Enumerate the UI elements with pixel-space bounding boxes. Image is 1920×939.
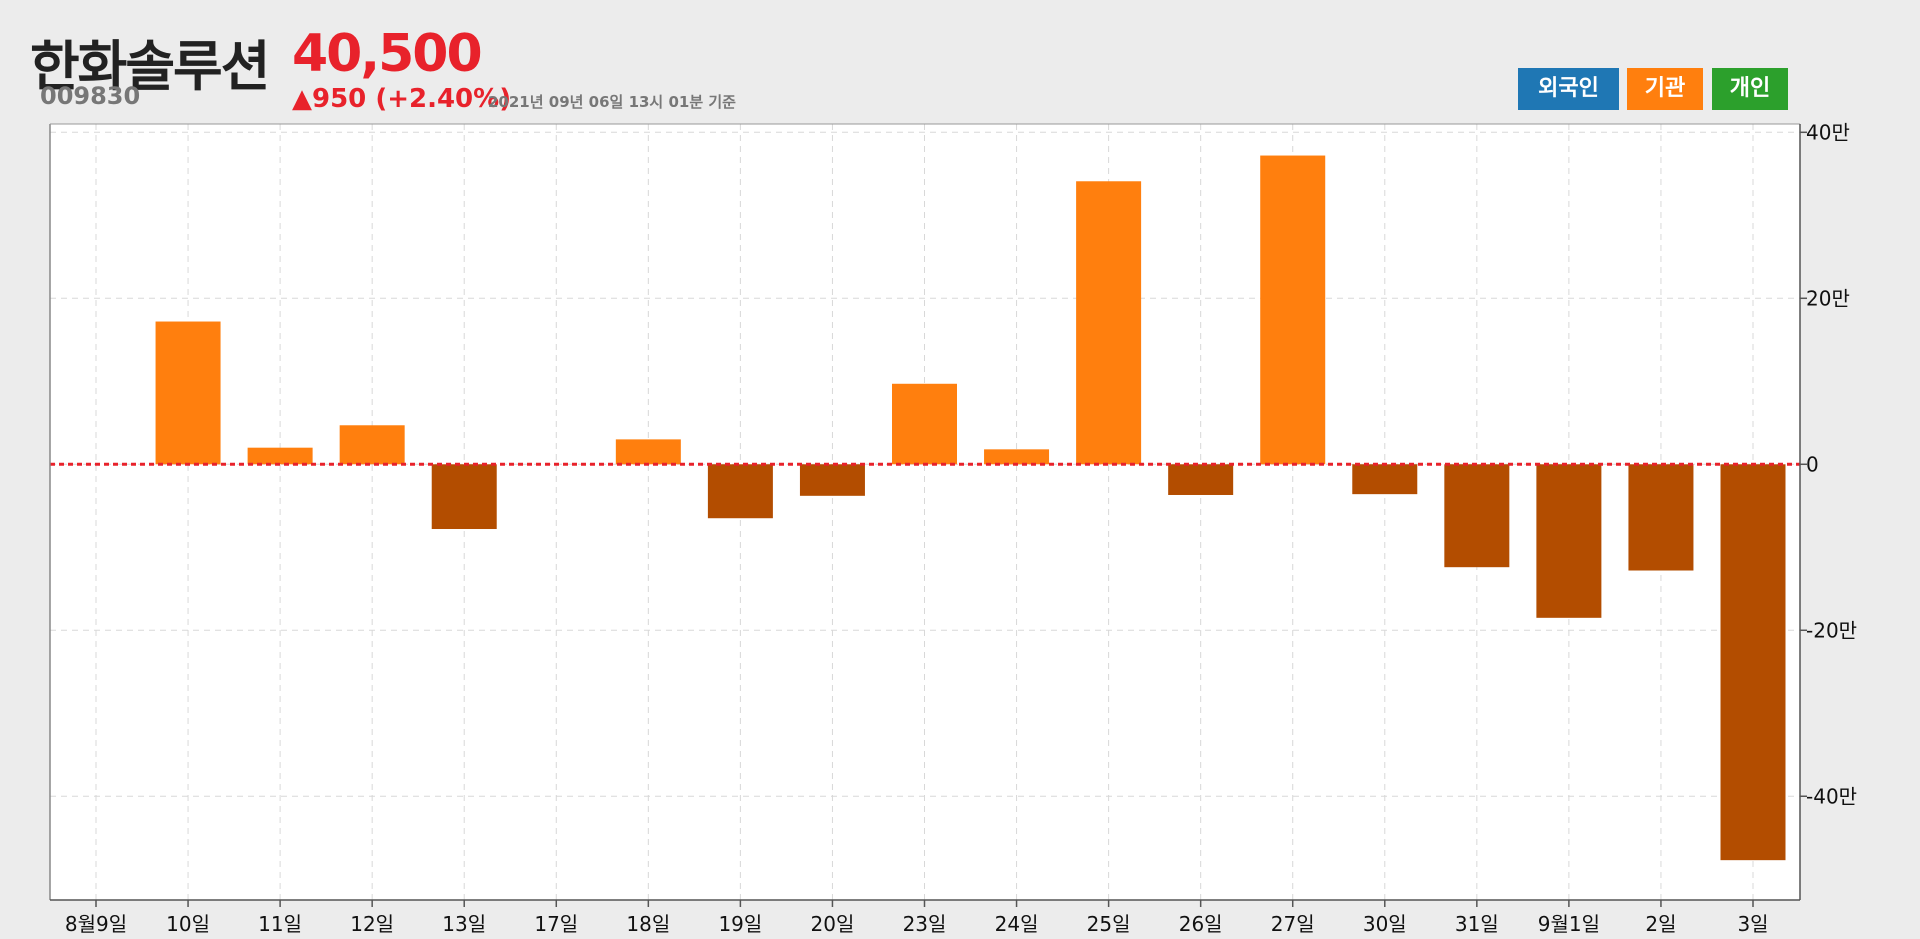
bar <box>1444 464 1510 568</box>
bar <box>1260 155 1326 465</box>
bar <box>431 464 497 530</box>
x-tick-label: 12일 <box>350 912 394 936</box>
as-of-timestamp: 2021년 09년 06일 13시 01분 기준 <box>488 93 736 111</box>
bar <box>247 447 313 465</box>
stock-name: 한화솔루션 <box>30 35 270 98</box>
x-tick-label: 8월9일 <box>65 912 127 936</box>
bar <box>799 464 865 496</box>
x-tick-label: 10일 <box>166 912 210 936</box>
legend-individual-button[interactable]: 개인 <box>1712 68 1788 110</box>
stock-code: 009830 <box>40 82 141 110</box>
bar <box>707 464 773 519</box>
current-price: 40,500 <box>292 24 483 84</box>
x-tick-label: 25일 <box>1087 912 1131 936</box>
x-tick-label: 31일 <box>1455 912 1499 936</box>
x-tick-label: 27일 <box>1271 912 1315 936</box>
bar <box>892 383 957 465</box>
x-tick-label: 30일 <box>1363 912 1407 936</box>
legend-foreign-button[interactable]: 외국인 <box>1518 68 1619 110</box>
x-tick-label: 20일 <box>811 912 855 936</box>
x-tick-label: 18일 <box>626 912 670 936</box>
bar <box>339 425 405 465</box>
y-tick-label: -40만 <box>1806 784 1857 808</box>
bar <box>1352 464 1418 495</box>
y-tick-label: -20만 <box>1806 618 1857 642</box>
x-tick-label: 24일 <box>995 912 1039 936</box>
x-tick-label: 11일 <box>258 912 302 936</box>
y-tick-label: 40만 <box>1806 120 1850 144</box>
legend-institution-button[interactable]: 기관 <box>1627 68 1703 110</box>
x-tick-label: 3일 <box>1737 912 1768 936</box>
x-tick-label: 2일 <box>1645 912 1676 936</box>
legend: 외국인 기관 개인 <box>1518 68 1790 110</box>
bar <box>155 321 221 465</box>
x-tick-label: 9월1일 <box>1538 912 1600 936</box>
x-tick-label: 23일 <box>903 912 947 936</box>
y-tick-label: 20만 <box>1806 286 1850 310</box>
bar <box>984 449 1050 465</box>
bar <box>1076 181 1142 465</box>
x-tick-label: 19일 <box>718 912 762 936</box>
bar <box>1628 464 1694 571</box>
x-tick-label: 13일 <box>442 912 486 936</box>
bar <box>1536 464 1602 618</box>
bar <box>1168 464 1234 495</box>
y-tick-label: 0 <box>1806 452 1819 476</box>
x-tick-label: 17일 <box>534 912 578 936</box>
x-tick-label: 26일 <box>1179 912 1223 936</box>
bar <box>1720 464 1786 861</box>
price-change: ▲950 (+2.40%) <box>292 84 512 114</box>
bar <box>615 439 681 465</box>
